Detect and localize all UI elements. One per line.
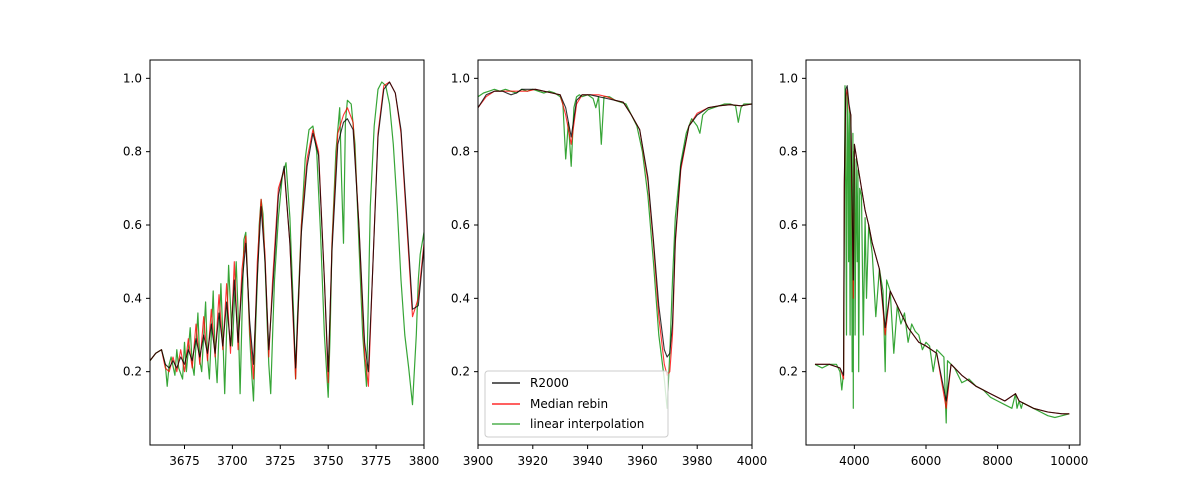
middle-series-group [478, 88, 752, 409]
left-y-tick-label: 0.2 [123, 365, 142, 379]
left-x-tick-label: 3700 [217, 454, 248, 468]
middle-x-tick-label: 3900 [463, 454, 494, 468]
left-y-tick-label: 0.6 [123, 218, 142, 232]
legend-label-median-rebin: Median rebin [530, 397, 608, 411]
right-x-tick-label: 10000 [1050, 454, 1088, 468]
panel-left: 3675 3700 3725 3750 3775 3800 0.2 0.4 0.6 0.8 1.0 [123, 59, 440, 468]
middle-y-tick-label: 0.2 [451, 365, 470, 379]
right-y-tick-label: 0.6 [779, 218, 798, 232]
middle-x-tick-label: 3940 [572, 454, 603, 468]
panel-right: 4000 6000 8000 10000 0.2 0.4 0.6 0.8 1.0 [779, 59, 1088, 468]
left-series-group [150, 81, 424, 406]
right-series-linear-interpolation [814, 85, 1070, 424]
right-y-tick-label: 0.2 [779, 365, 798, 379]
left-y-tick-label: 0.4 [123, 291, 142, 305]
left-series-r2000 [150, 81, 424, 373]
right-y-tick-label: 1.0 [779, 71, 798, 85]
middle-series-r2000 [478, 88, 752, 358]
left-x-tick-label: 3725 [265, 454, 296, 468]
legend-box [484, 370, 669, 438]
right-y-tick-label: 0.4 [779, 291, 798, 305]
right-x-tick-label: 6000 [911, 454, 942, 468]
middle-y-tick-label: 1.0 [451, 71, 470, 85]
legend: R2000 Median rebin linear interpolation [484, 370, 669, 438]
panel-middle: 3900 3920 3940 3960 3980 40000.20.40.60.81.0 … [451, 59, 768, 468]
right-y-tick-label: 0.8 [779, 145, 798, 159]
legend-label-r2000: R2000 [530, 376, 569, 390]
right-x-tick-label: 8000 [982, 454, 1013, 468]
middle-axes: 3900 3920 3940 3960 3980 4000 0.2 0.4 0.6 0.8 1.0 [451, 59, 768, 468]
right-axes-frame [805, 59, 1081, 446]
left-series-linear-interpolation [150, 81, 424, 406]
right-series-r2000 [815, 85, 1070, 415]
legend-label-linear-interpolation: linear interpolation [530, 417, 644, 431]
right-axes: 4000 6000 8000 10000 0.2 0.4 0.6 0.8 1.0 [779, 59, 1088, 468]
middle-x-tick-label: 3980 [682, 454, 713, 468]
left-x-tick-label: 3750 [313, 454, 344, 468]
middle-x-tick-label: 3920 [518, 454, 549, 468]
left-x-tick-label: 3775 [361, 454, 392, 468]
middle-y-tick-label: 0.6 [451, 218, 470, 232]
left-axes-frame [149, 59, 425, 446]
right-series-group [814, 85, 1070, 424]
left-y-tick-label: 1.0 [123, 71, 142, 85]
middle-axes-frame [477, 59, 753, 446]
middle-x-tick-label: 4000 [737, 454, 768, 468]
right-x-tick-label: 4000 [839, 454, 870, 468]
middle-x-tick-label: 3960 [627, 454, 658, 468]
middle-y-tick-label: 0.4 [451, 291, 470, 305]
middle-y-tick-label: 0.8 [451, 145, 470, 159]
left-x-tick-label: 3675 [169, 454, 200, 468]
left-y-tick-label: 0.8 [123, 145, 142, 159]
left-axes: 3675 3700 3725 3750 3775 3800 0.2 0.4 0.6 0.8 1.0 [123, 59, 440, 468]
left-x-tick-label: 3800 [409, 454, 440, 468]
